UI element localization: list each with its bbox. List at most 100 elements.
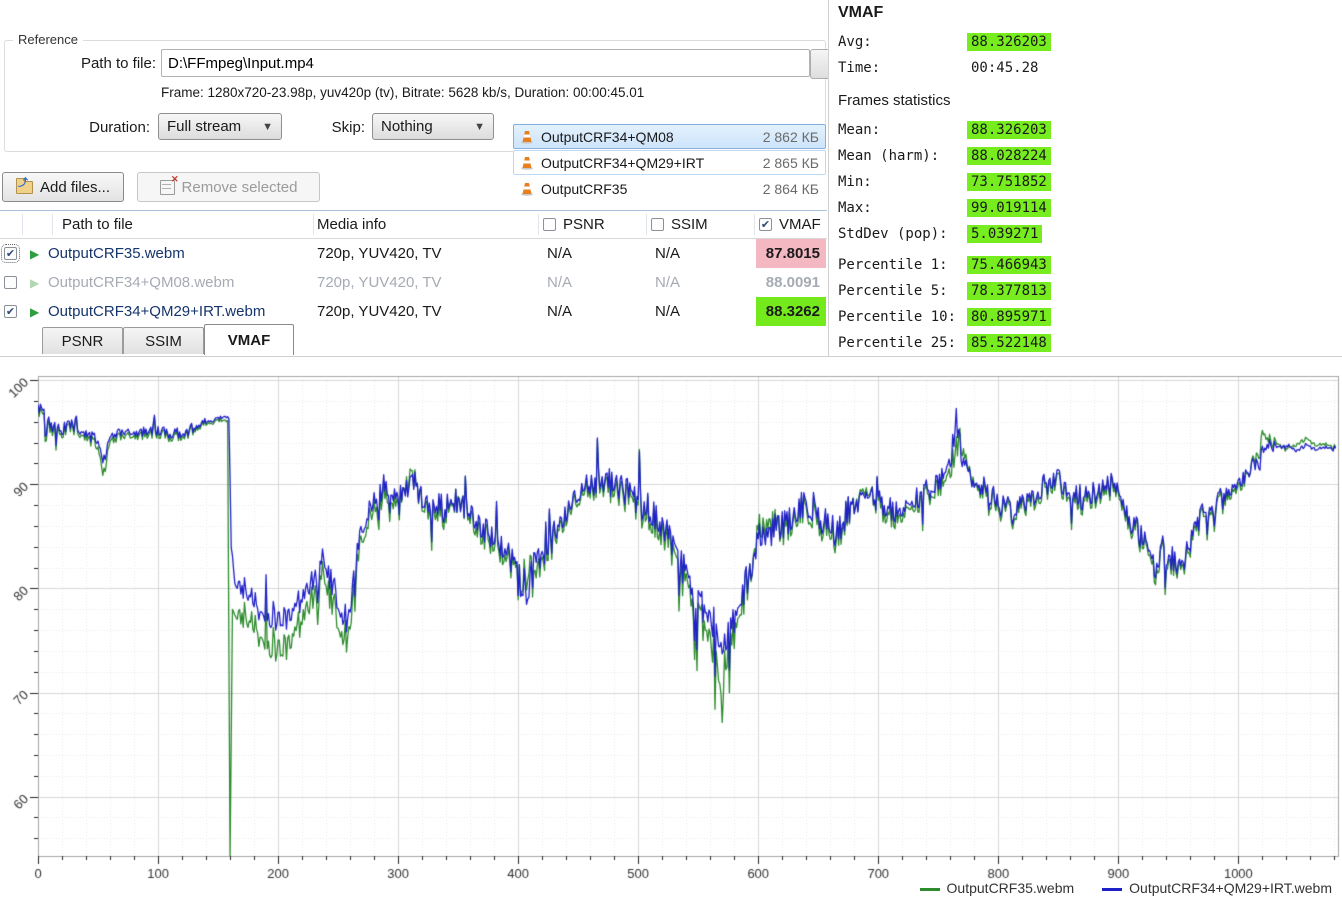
- table-row[interactable]: ▶ OutputCRF34+QM29+IRT.webm 720p, YUV420…: [0, 297, 827, 326]
- column-header-media[interactable]: Media info: [317, 216, 387, 233]
- column-header-vmaf[interactable]: VMAF: [779, 216, 821, 233]
- stat-label: StdDev (pop):: [838, 225, 948, 242]
- remove-selected-label: Remove selected: [181, 178, 298, 196]
- add-files-button[interactable]: Add files...: [2, 172, 124, 202]
- stat-row: Percentile 25: 85.522148: [838, 332, 1051, 353]
- row-file-name: OutputCRF35.webm: [48, 245, 185, 262]
- stat-label: Time:: [838, 59, 881, 76]
- ssim-metric-checkbox[interactable]: [651, 218, 664, 231]
- stat-value: 88.326203: [967, 120, 1051, 139]
- row-checkbox[interactable]: [1, 244, 20, 263]
- legend-line-swatch: [919, 887, 940, 891]
- row-media-info: 720p, YUV420, TV: [317, 274, 442, 291]
- stat-row: Time: 00:45.28: [838, 57, 1042, 78]
- column-header-psnr[interactable]: PSNR: [563, 216, 605, 233]
- add-files-label: Add files...: [39, 178, 111, 196]
- vmaf-metric-checkbox[interactable]: [759, 218, 772, 231]
- skip-select[interactable]: Nothing ▼: [372, 113, 494, 140]
- psnr-metric-checkbox[interactable]: [543, 218, 556, 231]
- skip-value: Nothing: [381, 118, 433, 135]
- tab-ssim[interactable]: SSIM: [123, 327, 204, 354]
- stat-label: Mean (harm):: [838, 147, 940, 164]
- stat-value: 80.895971: [967, 307, 1051, 326]
- stat-value: 5.039271: [967, 224, 1043, 243]
- row-checkbox[interactable]: [4, 305, 17, 318]
- table-row[interactable]: ▶ OutputCRF34+QM08.webm 720p, YUV420, TV…: [0, 268, 827, 297]
- stat-row: Max: 99.019114: [838, 197, 1051, 218]
- stat-value: 88.326203: [967, 32, 1051, 51]
- row-media-info: 720p, YUV420, TV: [317, 245, 442, 262]
- remove-selected-button[interactable]: Remove selected: [137, 172, 320, 202]
- chart-legend: OutputCRF35.webm OutputCRF34+QM29+IRT.we…: [919, 880, 1332, 896]
- play-icon[interactable]: ▶: [30, 304, 40, 319]
- duration-label: Duration:: [89, 119, 150, 136]
- reference-groupbox-label: Reference: [13, 32, 83, 47]
- file-list: OutputCRF34+QM08 2 862 КБ OutputCRF34+QM…: [513, 124, 826, 202]
- chevron-down-icon: ▼: [474, 120, 485, 133]
- row-checkbox[interactable]: [4, 276, 17, 289]
- stat-row: Percentile 1: 75.466943: [838, 254, 1051, 275]
- stat-label: Percentile 1:: [838, 256, 948, 273]
- vlc-cone-icon: [521, 156, 533, 170]
- vlc-cone-icon: [521, 130, 533, 144]
- row-ssim-value: N/A: [655, 245, 681, 262]
- file-list-item[interactable]: OutputCRF35 2 864 КБ: [513, 176, 826, 201]
- frames-statistics-title: Frames statistics: [838, 92, 951, 109]
- legend-item: OutputCRF35.webm: [919, 880, 1075, 896]
- stat-value: 85.522148: [967, 333, 1051, 352]
- stat-row: Min: 73.751852: [838, 171, 1051, 192]
- vlc-cone-icon: [521, 182, 533, 196]
- legend-label: OutputCRF35.webm: [946, 880, 1075, 896]
- row-vmaf-value: 87.8015: [756, 239, 826, 268]
- table-row[interactable]: ▶ OutputCRF35.webm 720p, YUV420, TV N/A …: [0, 239, 827, 268]
- open-folder-icon: [15, 174, 33, 194]
- stat-label: Percentile 5:: [838, 282, 948, 299]
- row-ssim-value: N/A: [655, 274, 681, 291]
- vmaf-chart-area: OutputCRF35.webm OutputCRF34+QM29+IRT.we…: [0, 356, 1342, 910]
- stat-label: Percentile 25:: [838, 334, 957, 351]
- file-name: OutputCRF34+QM08: [541, 128, 674, 145]
- legend-item: OutputCRF34+QM29+IRT.webm: [1102, 880, 1332, 896]
- stat-value: 88.028224: [967, 146, 1051, 165]
- stat-value: 75.466943: [967, 255, 1051, 274]
- file-list-item[interactable]: OutputCRF34+QM29+IRT 2 865 КБ: [513, 150, 826, 175]
- duration-value: Full stream: [167, 118, 242, 135]
- row-media-info: 720p, YUV420, TV: [317, 303, 442, 320]
- row-psnr-value: N/A: [547, 245, 573, 262]
- stat-row: Mean (harm): 88.028224: [838, 145, 1051, 166]
- tab-psnr[interactable]: PSNR: [42, 327, 123, 354]
- stat-row: Mean: 88.326203: [838, 119, 1051, 140]
- stat-row: Avg: 88.326203: [838, 31, 1051, 52]
- play-icon[interactable]: ▶: [30, 275, 40, 290]
- file-list-item[interactable]: OutputCRF34+QM08 2 862 КБ: [513, 124, 826, 149]
- tab-vmaf[interactable]: VMAF: [204, 324, 294, 355]
- row-ssim-value: N/A: [655, 303, 681, 320]
- row-vmaf-value: 88.3262: [756, 297, 826, 326]
- file-name: OutputCRF35: [541, 180, 628, 197]
- legend-line-swatch: [1102, 887, 1123, 891]
- reference-groupbox: Reference: [4, 32, 826, 152]
- stat-label: Mean:: [838, 121, 881, 138]
- stat-label: Avg:: [838, 33, 872, 50]
- play-icon[interactable]: ▶: [30, 246, 40, 261]
- row-file-name: OutputCRF34+QM29+IRT.webm: [48, 303, 266, 320]
- file-name: OutputCRF34+QM29+IRT: [541, 154, 705, 171]
- stat-row: StdDev (pop): 5.039271: [838, 223, 1043, 244]
- stat-label: Min:: [838, 173, 872, 190]
- file-size: 2 865 КБ: [762, 154, 819, 171]
- file-size: 2 862 КБ: [762, 128, 819, 145]
- chevron-down-icon: ▼: [262, 120, 273, 133]
- row-file-name: OutputCRF34+QM08.webm: [48, 274, 235, 291]
- column-header-ssim[interactable]: SSIM: [671, 216, 708, 233]
- remove-list-icon: [159, 174, 179, 195]
- path-to-file-label: Path to file:: [80, 55, 156, 72]
- row-psnr-value: N/A: [547, 303, 573, 320]
- table-header: Path to file Media info PSNR SSIM VMAF: [0, 211, 827, 239]
- legend-label: OutputCRF34+QM29+IRT.webm: [1129, 880, 1332, 896]
- vmaf-frames-chart[interactable]: [0, 357, 1342, 910]
- duration-select[interactable]: Full stream ▼: [158, 113, 282, 140]
- row-vmaf-value: 88.0091: [765, 274, 820, 291]
- reference-path-input[interactable]: [161, 49, 810, 77]
- frame-info-text: Frame: 1280x720-23.98p, yuv420p (tv), Bi…: [161, 85, 645, 100]
- column-header-path[interactable]: Path to file: [62, 216, 133, 233]
